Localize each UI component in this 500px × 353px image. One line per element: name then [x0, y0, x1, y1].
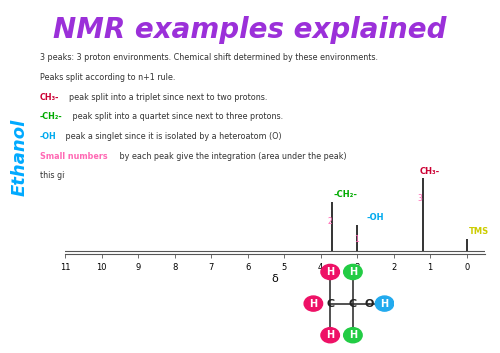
Text: -CH₂-: -CH₂- [334, 190, 357, 199]
Text: -OH: -OH [40, 132, 57, 141]
Text: H: H [310, 299, 318, 309]
Text: NMR examples explained: NMR examples explained [53, 16, 447, 44]
Text: Small numbers: Small numbers [40, 152, 108, 161]
Text: 2: 2 [327, 217, 332, 226]
Text: H: H [349, 267, 357, 277]
Ellipse shape [376, 296, 394, 311]
Ellipse shape [344, 328, 362, 343]
Text: peak split into a quartet since next to three protons.: peak split into a quartet since next to … [70, 112, 284, 121]
Ellipse shape [304, 296, 322, 311]
Text: H: H [380, 299, 388, 309]
Text: CH₃-: CH₃- [420, 167, 440, 176]
Text: O: O [364, 299, 374, 309]
Ellipse shape [321, 328, 340, 343]
Text: 1: 1 [354, 235, 359, 244]
Text: C: C [326, 299, 334, 309]
Text: 3: 3 [418, 194, 422, 203]
Text: TMS: TMS [468, 227, 488, 237]
Text: CH₃-: CH₃- [40, 92, 60, 102]
Text: peak split into a triplet since next to two protons.: peak split into a triplet since next to … [64, 92, 268, 102]
Text: H: H [326, 267, 334, 277]
Text: Peaks split according to n+1 rule.: Peaks split according to n+1 rule. [40, 73, 175, 82]
Text: H: H [349, 330, 357, 340]
Text: -OH: -OH [366, 213, 384, 222]
Text: this gives the number of protons in that environment.: this gives the number of protons in that… [40, 172, 256, 180]
Text: 3 peaks: 3 proton environments. Chemical shift determined by these environments.: 3 peaks: 3 proton environments. Chemical… [40, 53, 378, 62]
Text: Ethanol: Ethanol [11, 119, 29, 196]
Text: H: H [326, 330, 334, 340]
Text: peak a singlet since it is isolated by a heteroatom (O): peak a singlet since it is isolated by a… [58, 132, 282, 141]
Ellipse shape [344, 264, 362, 280]
Text: by each peak give the integration (area under the peak): by each peak give the integration (area … [117, 152, 346, 161]
X-axis label: δ: δ [272, 274, 278, 283]
Text: -CH₂-: -CH₂- [40, 112, 62, 121]
Ellipse shape [321, 264, 340, 280]
Text: C: C [349, 299, 357, 309]
